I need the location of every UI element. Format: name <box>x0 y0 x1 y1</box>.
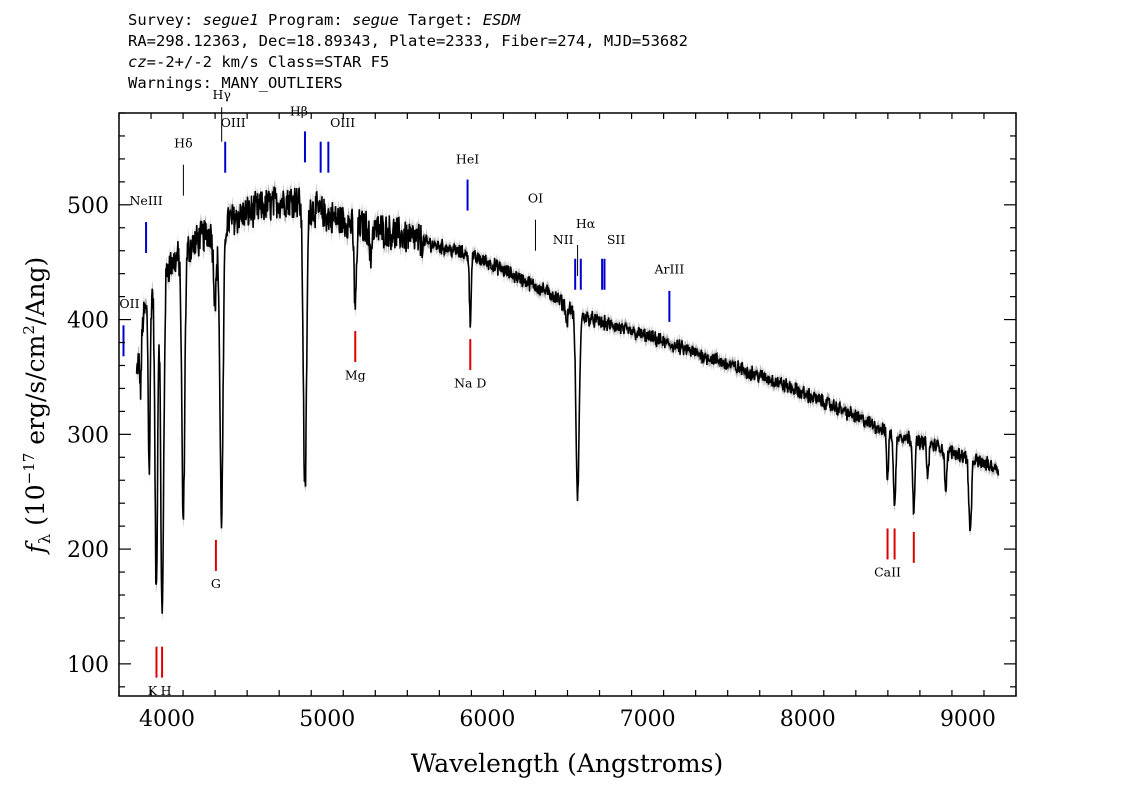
header-line-survey: Survey: segue1 Program: segue Target: ES… <box>128 10 1028 31</box>
x-tick-label-7000: 7000 <box>620 707 676 732</box>
line-label-8: Mg <box>345 367 366 382</box>
line-label-12: NII <box>553 232 574 247</box>
y-title-c: /Ang) <box>21 257 50 325</box>
cz-label: cz <box>128 53 147 71</box>
survey-label: Survey: <box>128 11 194 29</box>
survey-value: segue1 <box>202 11 259 29</box>
y-tick-label-400: 400 <box>67 309 109 334</box>
line-label-10: Na D <box>454 375 486 390</box>
y-title-sup2: 2 <box>20 325 38 335</box>
program-value: segue <box>352 11 399 29</box>
x-tick-label-8000: 8000 <box>780 707 836 732</box>
program-label: Program: <box>268 11 343 29</box>
cz-value: =-2+/-2 km/s Class=STAR F5 <box>146 53 390 71</box>
target-value: ESDM <box>482 11 521 29</box>
x-tick-label-6000: 6000 <box>459 707 515 732</box>
x-tick-label-4000: 4000 <box>139 707 195 732</box>
line-label-15: SII <box>607 232 626 247</box>
target-label: Target: <box>408 11 474 29</box>
line-label-19: H <box>161 683 172 698</box>
line-label-9: HeI <box>456 151 479 166</box>
x-tick-label-5000: 5000 <box>299 707 355 732</box>
line-label-18: K <box>148 683 158 698</box>
y-title-f: f <box>21 540 50 555</box>
y-tick-label-200: 200 <box>67 538 109 563</box>
line-label-2: Hδ <box>174 135 192 150</box>
y-axis-title: fλ (10−17 erg/s/cm2/Ang) <box>20 257 54 556</box>
header-line-redshift: cz=-2+/-2 km/s Class=STAR F5 <box>128 52 1028 73</box>
tick-layer: 4000 5000 6000 7000 8000 9000 100 200 300 400 500 <box>67 112 1017 732</box>
y-tick-label-500: 500 <box>67 194 109 219</box>
x-axis-title: Wavelength (Angstroms) <box>411 749 723 778</box>
spectrum-header: Survey: segue1 Program: segue Target: ES… <box>128 10 1028 94</box>
line-label-11: OI <box>528 191 543 206</box>
header-line-warnings: Warnings: MANY_OUTLIERS <box>128 74 343 92</box>
y-title-sub: λ <box>35 534 54 544</box>
line-label-21: CaII <box>874 565 901 580</box>
y-tick-label-100: 100 <box>67 653 109 678</box>
line-label-13: Hα <box>576 216 596 231</box>
line-label-5: Hβ <box>290 103 308 118</box>
y-tick-label-300: 300 <box>67 423 109 448</box>
line-label-3: Hγ <box>212 87 230 102</box>
line-label-6: OIII <box>330 115 355 130</box>
line-label-1: NeIII <box>129 193 162 208</box>
line-label-20: G <box>211 576 221 591</box>
line-label-4: OIII <box>221 115 246 130</box>
line-label-0: OII <box>119 296 139 311</box>
y-title-a: (10 <box>21 484 50 534</box>
y-title-sup1: −17 <box>20 453 38 485</box>
y-title-b: erg/s/cm <box>21 334 50 452</box>
line-label-17: ArIII <box>653 262 684 277</box>
header-line-coordinates: RA=298.12363, Dec=18.89343, Plate=2333, … <box>128 32 688 50</box>
flux-layer <box>135 186 1000 614</box>
x-tick-label-9000: 9000 <box>940 707 996 732</box>
flux-series-line <box>135 186 1000 614</box>
